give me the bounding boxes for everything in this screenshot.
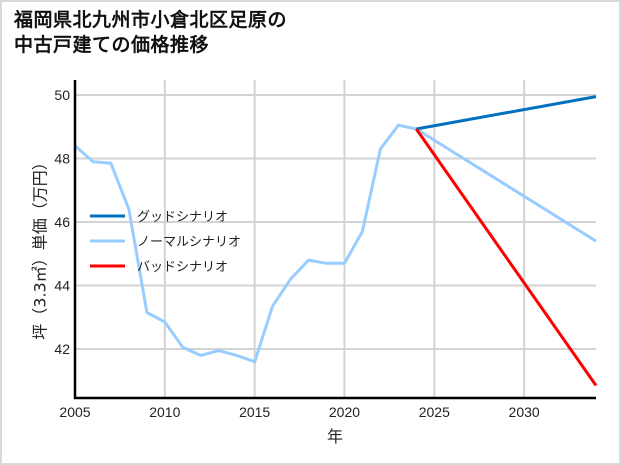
y-tick-label: 46 <box>54 214 70 230</box>
grid-lines <box>75 80 596 398</box>
y-tick-label: 42 <box>54 341 70 357</box>
legend-label: バッドシナリオ <box>137 260 228 275</box>
chart-title-line2: 中古戸建ての価格推移 <box>14 34 210 56</box>
y-tick-label: 44 <box>54 278 70 294</box>
x-tick-label: 2030 <box>509 404 540 420</box>
series-line <box>416 95 597 131</box>
y-tick-label: 48 <box>54 151 70 167</box>
legend-item: ノーマルシナリオ <box>90 235 241 250</box>
y-axis-label: 坪（3.3㎡）単価（万円） <box>31 154 50 339</box>
x-tick-label: 2010 <box>149 404 180 420</box>
x-tick-label: 2015 <box>239 404 270 420</box>
x-tick-label: 2005 <box>59 404 90 420</box>
legend-item: バッドシナリオ <box>90 260 228 275</box>
series-line <box>74 123 597 364</box>
legend-item: グッドシナリオ <box>90 210 228 225</box>
tick-labels: 2005 2010 2015 2020 2025 2030 42 44 46 48 50 <box>54 87 539 420</box>
x-tick-label: 2025 <box>419 404 450 420</box>
legend-label: ノーマルシナリオ <box>137 235 241 250</box>
x-axis-label: 年 <box>327 427 343 446</box>
series-line <box>415 128 598 387</box>
chart-title: 福岡県北九州市小倉北区足原の 中古戸建ての価格推移 <box>14 8 287 58</box>
legend-label: グッドシナリオ <box>137 210 228 225</box>
x-tick-label: 2020 <box>329 404 360 420</box>
axes <box>73 80 596 400</box>
chart-title-line1: 福岡県北九州市小倉北区足原の <box>14 9 288 31</box>
y-tick-label: 50 <box>54 87 70 103</box>
series-lines <box>74 95 598 387</box>
